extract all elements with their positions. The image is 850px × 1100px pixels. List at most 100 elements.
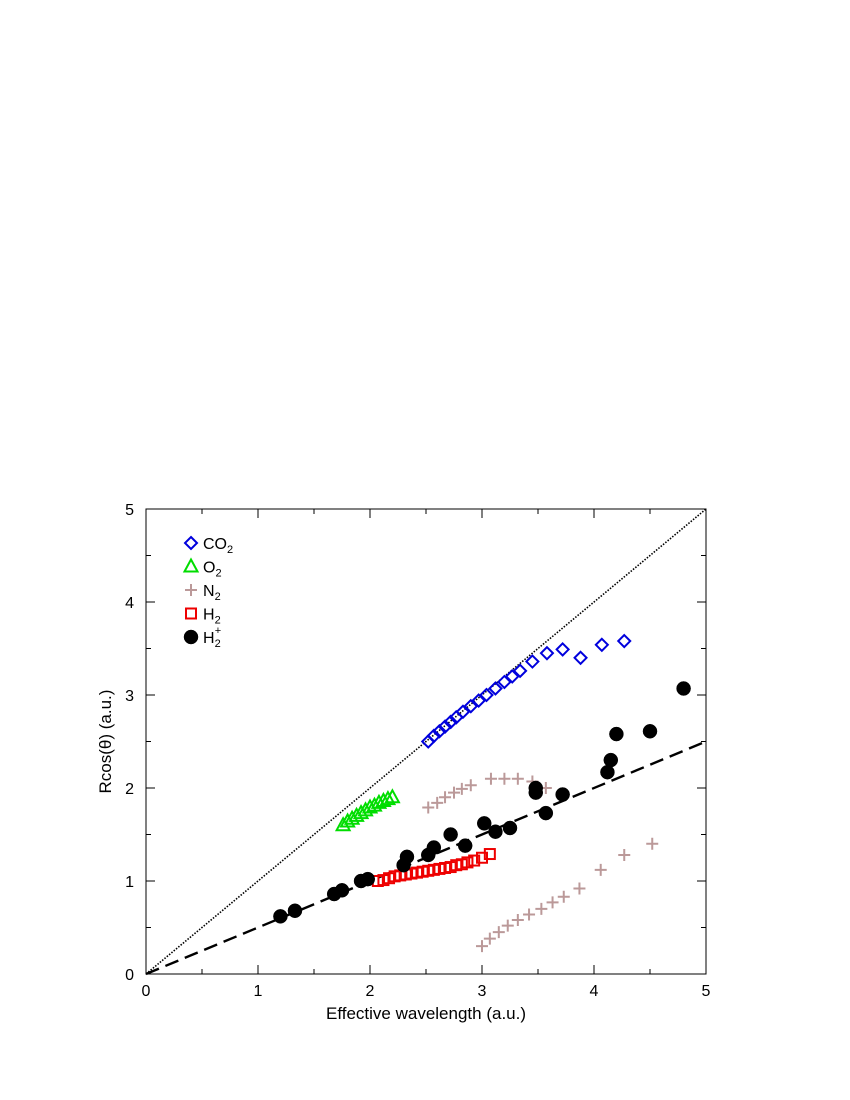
data-point bbox=[431, 796, 444, 809]
data-point bbox=[457, 838, 473, 853]
y-tick-label: 3 bbox=[125, 688, 134, 705]
data-point bbox=[439, 791, 452, 804]
data-point bbox=[443, 827, 458, 842]
data-point bbox=[539, 645, 555, 661]
diagonal-dotted-line bbox=[145, 508, 707, 975]
legend-label: CO2 bbox=[203, 536, 233, 556]
x-axis-label: Effective wavelength (a.u.) bbox=[326, 1004, 526, 1023]
data-point bbox=[524, 654, 540, 669]
legend-marker bbox=[185, 584, 197, 596]
legend-label: H2+ bbox=[203, 625, 221, 650]
data-point bbox=[616, 633, 632, 649]
data-point bbox=[504, 668, 520, 684]
data-point bbox=[379, 790, 397, 806]
data-point bbox=[535, 902, 548, 915]
y-tick-label: 2 bbox=[125, 781, 134, 798]
data-point bbox=[573, 882, 586, 895]
data-point bbox=[437, 719, 453, 735]
series-3 bbox=[371, 848, 496, 887]
data-point bbox=[511, 772, 524, 785]
data-point bbox=[512, 663, 528, 679]
y-tick-label: 5 bbox=[125, 502, 134, 519]
data-point bbox=[273, 909, 288, 924]
y-tick-label: 1 bbox=[125, 874, 134, 891]
data-point bbox=[498, 772, 511, 785]
series-0 bbox=[420, 633, 632, 749]
data-point bbox=[523, 908, 536, 921]
data-point bbox=[360, 871, 376, 887]
data-point bbox=[448, 786, 460, 799]
legend-marker bbox=[185, 607, 197, 620]
data-point bbox=[573, 650, 588, 666]
data-point bbox=[476, 851, 488, 864]
legend-marker bbox=[182, 557, 200, 573]
data-point bbox=[594, 637, 610, 653]
data-point bbox=[600, 764, 615, 780]
data-point bbox=[384, 788, 401, 804]
data-point bbox=[511, 914, 524, 927]
data-point bbox=[594, 863, 607, 876]
y-tick-label: 4 bbox=[125, 595, 134, 612]
data-point bbox=[476, 940, 488, 953]
data-point bbox=[471, 693, 487, 708]
data-point bbox=[426, 728, 442, 744]
y-tick-label: 0 bbox=[125, 967, 134, 984]
data-point bbox=[287, 903, 303, 919]
data-point bbox=[546, 896, 559, 909]
data-point bbox=[484, 772, 497, 785]
data-point bbox=[642, 724, 658, 739]
x-tick-label: 1 bbox=[254, 983, 263, 1000]
data-point bbox=[334, 883, 350, 898]
series-2 bbox=[422, 772, 659, 953]
data-point bbox=[528, 780, 544, 796]
data-point bbox=[603, 752, 619, 768]
data-point bbox=[557, 890, 570, 903]
data-point bbox=[555, 787, 570, 802]
x-tick-label: 5 bbox=[702, 983, 711, 1000]
data-point bbox=[432, 723, 447, 739]
data-point bbox=[646, 837, 659, 850]
data-point bbox=[464, 779, 477, 792]
data-point bbox=[501, 919, 514, 932]
data-point bbox=[488, 681, 503, 696]
data-point bbox=[488, 824, 503, 839]
x-tick-label: 2 bbox=[366, 983, 375, 1000]
legend-label: N2 bbox=[203, 583, 221, 603]
data-point bbox=[483, 932, 496, 945]
data-point bbox=[479, 687, 494, 703]
x-tick-label: 3 bbox=[478, 983, 487, 1000]
legend-marker bbox=[183, 535, 199, 551]
data-point bbox=[455, 782, 468, 795]
data-point bbox=[676, 681, 691, 696]
series-1 bbox=[334, 788, 401, 832]
reference-lines bbox=[145, 508, 707, 976]
data-marks bbox=[273, 633, 691, 953]
data-point bbox=[399, 849, 415, 865]
data-point bbox=[461, 856, 474, 869]
axis-ticks: 0 1 2 3 4 5 0 1 2 3 4 5 bbox=[125, 502, 710, 1000]
data-point bbox=[492, 926, 505, 939]
x-tick-label: 4 bbox=[590, 983, 599, 1000]
data-point bbox=[618, 848, 631, 861]
data-point bbox=[422, 801, 435, 814]
y-axis-label: Rcos(θ) (a.u.) bbox=[96, 690, 115, 794]
data-point bbox=[426, 840, 442, 855]
legend-label: H2 bbox=[203, 607, 221, 627]
data-point bbox=[468, 854, 481, 867]
data-point bbox=[555, 642, 571, 657]
data-point bbox=[483, 848, 496, 861]
data-point bbox=[502, 820, 518, 836]
data-point bbox=[463, 698, 479, 714]
data-point bbox=[476, 816, 492, 831]
data-point bbox=[609, 726, 624, 742]
data-point bbox=[455, 704, 471, 720]
data-point bbox=[443, 714, 459, 730]
x-tick-label: 0 bbox=[142, 983, 151, 1000]
data-point bbox=[496, 674, 512, 690]
data-point bbox=[538, 805, 554, 821]
series-4 bbox=[273, 681, 691, 924]
legend-marker bbox=[183, 629, 199, 645]
legend-label: O2 bbox=[203, 560, 222, 580]
